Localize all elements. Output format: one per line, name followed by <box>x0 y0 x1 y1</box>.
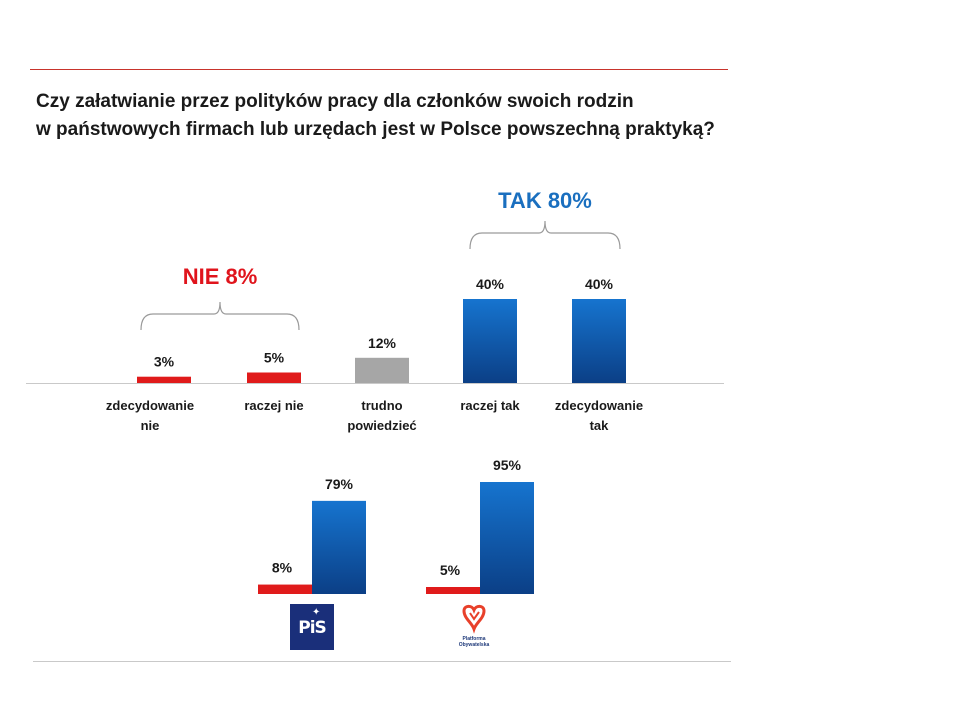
pis-logo-text: PiS <box>298 618 327 638</box>
category-label-4-1: tak <box>590 418 610 433</box>
title-line-2: w państwowych firmach lub urzędach jest … <box>36 119 715 140</box>
group-label-0: NIE 8% <box>183 264 258 289</box>
po-heart-icon <box>462 604 486 634</box>
party-bar-0-nie <box>258 584 312 594</box>
category-label-2-1: powiedzieć <box>347 418 416 433</box>
bar-0 <box>137 376 191 383</box>
pis-logo: ✦ PiS <box>290 604 334 650</box>
bottom-divider <box>33 661 731 662</box>
party-value-label-0-tak: 79% <box>325 476 354 492</box>
main-chart: 3% zdecydowanie nie 5% raczej nie 12% trudno po… <box>26 188 724 433</box>
category-label-3-0: raczej tak <box>460 398 520 413</box>
group-brace-1 <box>469 220 621 250</box>
category-label-2-0: trudno <box>361 398 402 413</box>
bar-2 <box>355 357 409 383</box>
party-value-label-1-tak: 95% <box>493 457 522 473</box>
value-label-4: 40% <box>585 276 614 292</box>
category-label-0-0: zdecydowanie <box>106 398 194 413</box>
bar-1 <box>247 372 301 383</box>
value-label-1: 5% <box>264 350 285 366</box>
party-bar-0-tak <box>312 500 366 594</box>
question-title: Czy załatwianie przez polityków pracy dl… <box>36 88 836 144</box>
top-divider <box>30 69 728 70</box>
party-chart: 8% 79% 5% 95% <box>258 457 534 594</box>
category-label-1-0: raczej nie <box>244 398 303 413</box>
group-label-1: TAK 80% <box>498 188 592 213</box>
party-value-label-1-nie: 5% <box>440 562 461 578</box>
party-bar-1-nie <box>426 587 480 594</box>
value-label-3: 40% <box>476 276 505 292</box>
group-brace-0 <box>140 301 300 331</box>
po-logo-text: Platforma Obywatelska <box>458 636 490 648</box>
bar-3 <box>463 299 517 383</box>
title-line-1: Czy załatwianie przez polityków pracy dl… <box>36 91 634 112</box>
party-value-label-0-nie: 8% <box>272 560 293 576</box>
po-logo: Platforma Obywatelska <box>450 603 498 653</box>
bar-4 <box>572 299 626 383</box>
value-label-2: 12% <box>368 335 397 351</box>
category-label-4-0: zdecydowanie <box>555 398 643 413</box>
eagle-icon: ✦ <box>312 607 321 618</box>
category-label-0-1: nie <box>141 418 160 433</box>
party-bar-1-tak <box>480 482 534 594</box>
value-label-0: 3% <box>154 354 175 370</box>
